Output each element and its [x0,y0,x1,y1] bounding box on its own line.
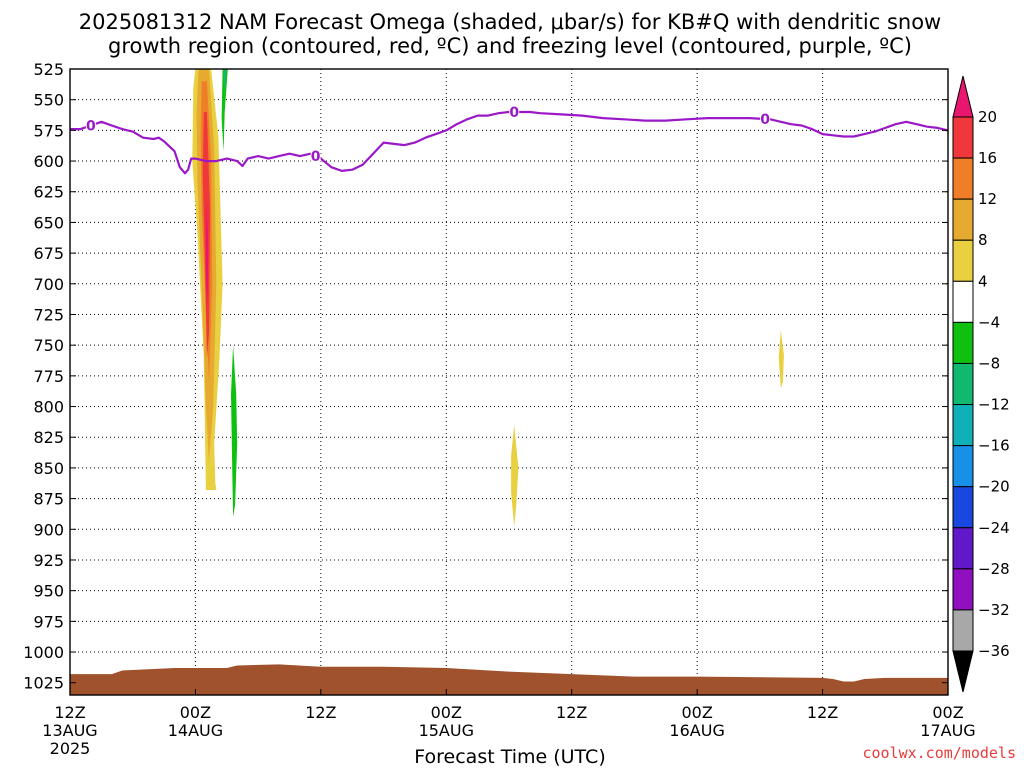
colorbar-level-label: −28 [978,560,1010,578]
y-tick-label: 725 [33,305,64,324]
colorbar-swatch [952,362,974,406]
freezing-level-label: 0 [509,105,519,121]
y-tick-label: 750 [33,336,64,355]
colorbar-swatch [952,280,974,323]
omega-region [778,330,784,389]
colorbar-swatch [952,486,974,529]
terrain-area [70,664,948,695]
y-tick-label: 925 [33,551,64,570]
x-tick-label: 12Z [807,703,838,722]
freezing-level-label-bg [509,103,520,120]
plot-frame [69,68,949,696]
y-tick-label: 800 [33,398,64,417]
x-tick-label: 00Z [431,703,462,722]
colorbar-level-label: −4 [978,313,1000,331]
omega-region [231,345,238,517]
y-tick-label: 575 [33,121,64,140]
colorbar-swatch [952,321,974,364]
colorbar-level-label: 4 [978,272,988,290]
x-tick-label: 00Z [681,703,712,722]
colorbar-level-label: −24 [978,519,1010,537]
freezing-level-label-bg [760,111,771,128]
y-tick-label: 775 [33,367,64,386]
x-tick-date-label: 15AUG [419,721,474,740]
omega-region [223,69,227,94]
x-tick-date-label: 13AUG [42,721,97,740]
x-tick-date-label: 14AUG [168,721,223,740]
x-tick-label: 12Z [556,703,587,722]
omega-region [205,197,208,309]
y-tick-label: 950 [33,582,64,601]
colorbar-level-label: −32 [978,601,1010,619]
y-axis-ticks: 525 550 575 600 625 650 675 700 725 750 775 800 825 8… [23,60,948,693]
y-tick-label: 625 [33,183,64,202]
colorbar-level-label: 16 [978,149,997,167]
y-tick-label: 650 [33,213,64,232]
freezing-level-label: 0 [86,118,96,134]
x-tick-label: 00Z [932,703,963,722]
y-tick-label: 825 [33,428,64,447]
freezing-level-label: 0 [311,149,321,165]
y-tick-label: 900 [33,520,64,539]
freezing-level-line [70,110,949,175]
y-tick-label: 550 [33,91,64,110]
colorbar-swatch [952,404,974,447]
colorbar-level-label: −8 [978,354,1000,372]
colorbar: 20 16 12 8 4 −4 −8 −12 −16 −20 −24 −28 −32 −36 [952,75,1010,693]
credit-text: coolwx.com/models [862,744,1016,762]
x-tick-label: 12Z [305,703,336,722]
colorbar-swatch [952,157,974,200]
colorbar-level-label: −12 [978,396,1010,414]
x-tick-label: 00Z [180,703,211,722]
freezing-level-contour: 0 0 0 0 [70,103,949,175]
colorbar-level-label: 12 [978,190,997,208]
colorbar-level-label: 8 [978,231,988,249]
y-tick-label: 1025 [23,674,64,693]
x-tick-year-label: 2025 [50,739,91,758]
freezing-level-label: 0 [760,112,770,128]
y-tick-label: 525 [33,60,64,79]
x-axis-label: Forecast Time (UTC) [414,746,605,768]
omega-region [221,69,228,152]
omega-shading [192,69,784,527]
colorbar-level-label: −16 [978,437,1010,455]
omega-region [511,425,519,527]
y-tick-label: 600 [33,152,64,171]
colorbar-level-label: −20 [978,478,1010,496]
colorbar-swatch [952,239,974,282]
colorbar-swatch [952,527,974,570]
colorbar-swatch [952,609,974,652]
y-tick-label: 850 [33,459,64,478]
colorbar-swatch [952,116,974,159]
colorbar-level-label: −36 [978,642,1010,660]
freezing-level-label-bg [85,117,96,134]
colorbar-swatch [952,568,974,611]
y-tick-label: 675 [33,244,64,263]
chart-title-line-1: 2025081312 NAM Forecast Omega (shaded, μ… [79,10,941,34]
x-tick-date-label: 16AUG [669,721,724,740]
chart-title-line-2: growth region (contoured, red, ºC) and f… [108,34,912,58]
colorbar-swatch [952,198,974,241]
y-tick-label: 1000 [23,643,64,662]
freezing-level-label-bg [310,148,321,165]
terrain-fill [70,664,948,695]
colorbar-swatch [952,445,974,488]
y-tick-label: 700 [33,275,64,294]
colorbar-bottom-arrow [952,650,974,693]
y-tick-label: 975 [33,612,64,631]
x-tick-label: 12Z [54,703,85,722]
colorbar-top-arrow [952,75,974,118]
colorbar-level-label: 20 [978,108,997,126]
x-tick-date-label: 17AUG [920,721,975,740]
y-tick-label: 875 [33,490,64,509]
